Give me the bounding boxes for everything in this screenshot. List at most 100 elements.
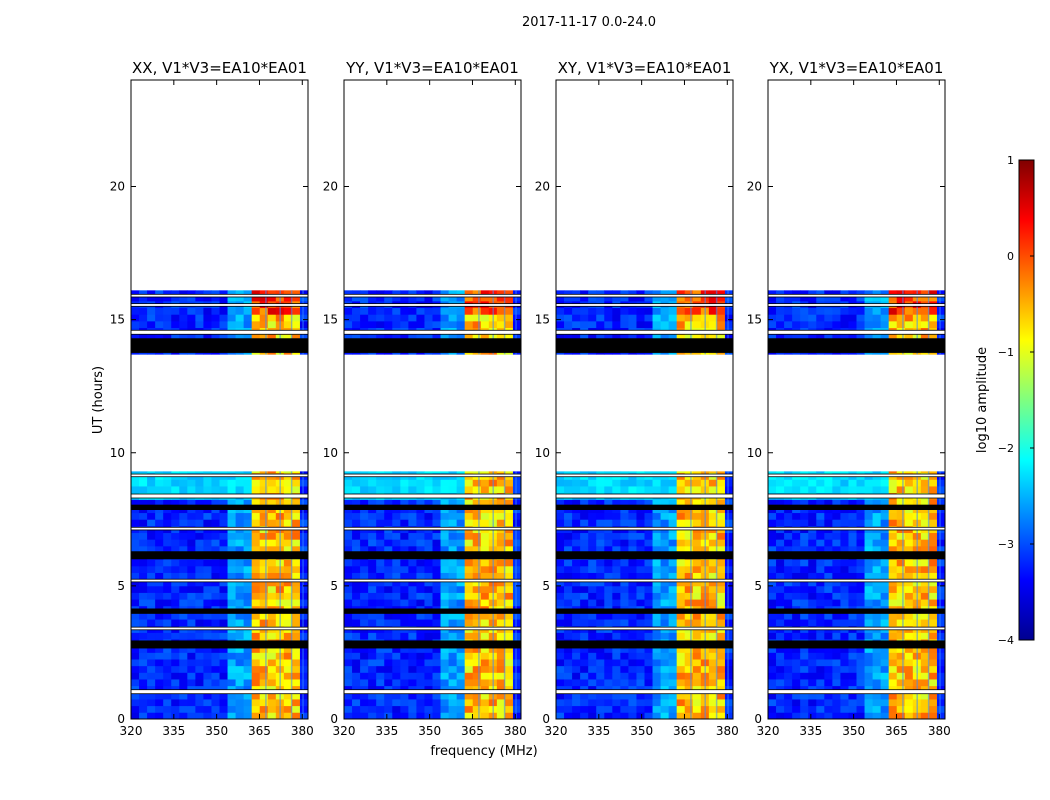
spectrogram-cell [440, 679, 449, 687]
spectrogram-cell [360, 512, 369, 520]
spectrogram-cell [400, 612, 409, 620]
spectrogram-cell [636, 672, 645, 680]
spectrogram-cell [179, 559, 188, 567]
spectrogram-cell [464, 532, 474, 540]
spectrogram-cell [768, 585, 777, 593]
spectrogram-cell [299, 699, 309, 707]
spectrogram-cell [496, 519, 506, 527]
spectrogram-cell [668, 705, 678, 713]
spectrogram-cell [219, 486, 228, 494]
spectrogram-cell [424, 512, 433, 520]
spectrogram-cell [496, 572, 506, 580]
spectrogram-cell [588, 471, 597, 474]
spectrogram-cell [588, 539, 597, 547]
spectrogram-cell [464, 512, 474, 520]
spectrogram-cell [572, 565, 581, 573]
spectrogram-cell [896, 585, 906, 593]
subband-divider [478, 290, 480, 355]
spectrogram-cell [572, 320, 581, 329]
spectrogram-cell [408, 705, 417, 713]
flagged-row [131, 640, 308, 649]
spectrogram-cell [368, 307, 377, 315]
spectrogram-cell [432, 519, 441, 527]
spectrogram-cell [235, 565, 245, 573]
spectrogram-cell [580, 471, 589, 474]
spectrogram-cell [283, 314, 293, 322]
spectrogram-cell [928, 572, 938, 580]
spectrogram-cell [368, 471, 377, 474]
spectrogram-cell [504, 320, 514, 329]
spectrogram-cell [400, 479, 409, 487]
spectrogram-cell [440, 290, 449, 295]
spectrogram-cell [448, 652, 458, 660]
spectrogram-cell [776, 559, 785, 567]
spectrogram-cell [512, 294, 522, 302]
spectrogram-cell [352, 486, 361, 494]
spectrogram-cell [776, 632, 785, 640]
spectrogram-cell [808, 471, 817, 474]
spectrogram-cell [147, 290, 156, 295]
spectrogram-cell [572, 652, 581, 660]
spectrogram-cell [652, 559, 661, 567]
spectrogram-cell [195, 712, 204, 720]
spectrogram-cell [392, 539, 401, 547]
spectrogram-cell [480, 314, 490, 322]
panel-title: YX, V1*V3=EA10*EA01 [769, 59, 944, 77]
spectrogram-cell [227, 307, 236, 315]
spectrogram-cell [251, 512, 261, 520]
spectrogram-cell [888, 665, 898, 673]
spectrogram-cell [376, 320, 385, 329]
spectrogram-cell [360, 672, 369, 680]
spectrogram-cell [171, 592, 180, 600]
spectrogram-cell [456, 294, 466, 302]
spectrogram-cell [864, 645, 873, 653]
spectrogram-cell [400, 652, 409, 660]
spectrogram-cell [708, 652, 718, 660]
spectrogram-cell [588, 705, 597, 713]
spectrogram-cell [904, 519, 914, 527]
gap-row [343, 329, 522, 335]
spectrogram-cell [283, 645, 293, 653]
spectrogram-cell [195, 559, 204, 567]
spectrogram-cell [660, 705, 670, 713]
spectrogram-cell [360, 645, 369, 653]
flagged-row [768, 608, 945, 614]
spectrogram-cell [620, 499, 629, 507]
spectrogram-cell [792, 712, 801, 720]
spectrogram-cell [368, 334, 377, 342]
spectrogram-cell [580, 294, 589, 302]
spectrogram-cell [660, 499, 670, 507]
spectrogram-cell [179, 471, 188, 474]
spectrogram-cell [283, 685, 293, 693]
spectrogram-cell [448, 665, 458, 673]
spectrogram-cell [291, 705, 301, 713]
spectrogram-cell [376, 471, 385, 474]
spectrogram-cell [896, 579, 906, 587]
spectrogram-cell [251, 632, 261, 640]
spectrogram-cell [267, 679, 277, 687]
spectrogram-cell [612, 712, 621, 720]
spectrogram-cell [904, 712, 914, 720]
spectrogram-cell [652, 486, 661, 494]
spectrogram-cell [684, 486, 694, 494]
spectrogram-cell [840, 685, 849, 693]
spectrogram-cell [708, 294, 718, 302]
spectrogram-cell [163, 519, 172, 527]
spectrogram-cell [416, 545, 425, 553]
spectrogram-cell [472, 499, 482, 507]
spectrogram-cell [588, 665, 597, 673]
spectrogram-cell [588, 585, 597, 593]
spectrogram-cell [408, 559, 417, 567]
spectrogram-cell [432, 612, 441, 620]
spectrogram-cell [376, 645, 385, 653]
spectrogram-cell [424, 665, 433, 673]
spectrogram-cell [456, 314, 466, 322]
spectrogram-cell [660, 559, 670, 567]
spectrogram-cell [352, 320, 361, 329]
spectrogram-cell [776, 290, 785, 295]
spectrogram-cell [416, 665, 425, 673]
spectrogram-cell [131, 565, 140, 573]
spectrogram-cell [424, 307, 433, 315]
spectrogram-cell [195, 665, 204, 673]
spectrogram-cell [596, 585, 605, 593]
